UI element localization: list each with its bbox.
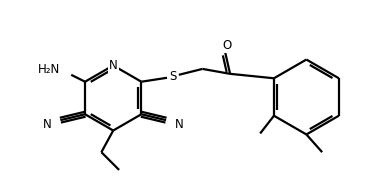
Text: N: N — [43, 118, 51, 131]
Text: O: O — [223, 39, 232, 52]
Text: H₂N: H₂N — [38, 63, 60, 76]
Text: N: N — [109, 59, 118, 72]
Text: N: N — [175, 118, 183, 131]
Text: S: S — [169, 70, 177, 83]
